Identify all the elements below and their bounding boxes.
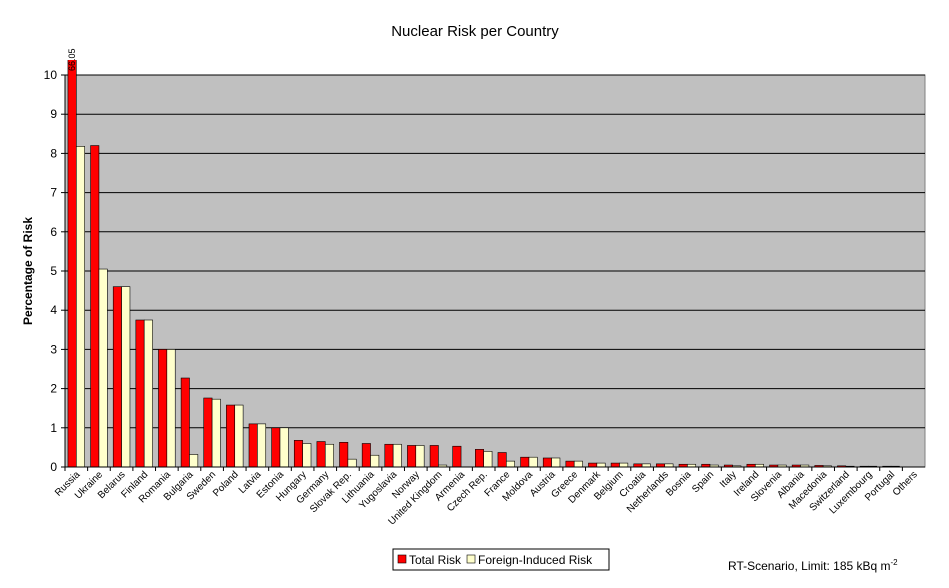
bar xyxy=(180,377,190,468)
bar xyxy=(497,452,507,468)
y-tick-label: 7 xyxy=(50,186,57,200)
annotation-text: RT-Scenario, Limit: 185 kBq m xyxy=(728,559,891,573)
bar xyxy=(257,423,267,468)
x-tick-label: Others xyxy=(891,469,920,498)
y-tick-label: 4 xyxy=(50,303,57,317)
y-tick-label: 3 xyxy=(50,342,57,356)
bar xyxy=(475,449,484,468)
bar xyxy=(347,458,357,468)
bar xyxy=(384,443,394,468)
bar xyxy=(271,427,281,468)
bar xyxy=(610,462,620,468)
y-tick-label: 2 xyxy=(50,382,57,396)
bars xyxy=(67,60,900,468)
y-axis-label: Percentage of Risk xyxy=(21,217,35,325)
bar xyxy=(429,445,439,468)
bar xyxy=(166,349,176,468)
legend-swatch xyxy=(466,554,476,564)
bar xyxy=(293,440,303,468)
bar xyxy=(248,423,258,468)
annotation-superscript: -2 xyxy=(891,558,899,567)
bar xyxy=(506,460,515,468)
y-tick-label: 0 xyxy=(50,460,57,474)
bar xyxy=(135,319,145,468)
bar xyxy=(542,457,552,468)
bar xyxy=(573,460,583,468)
bar xyxy=(520,456,530,468)
bar xyxy=(316,441,326,468)
bar xyxy=(392,443,402,468)
bar xyxy=(588,462,598,468)
bar xyxy=(112,286,122,468)
bar xyxy=(415,445,425,468)
bar xyxy=(143,319,153,468)
annotation: RT-Scenario, Limit: 185 kBq m-2 xyxy=(728,558,898,573)
bar xyxy=(90,145,100,468)
y-tick-label: 10 xyxy=(44,68,58,82)
value-label: 66.05 xyxy=(67,48,77,71)
bar xyxy=(189,454,199,468)
bar xyxy=(452,445,462,468)
bar xyxy=(370,454,380,468)
y-tick-label: 8 xyxy=(50,146,57,160)
y-tick-label: 6 xyxy=(50,225,57,239)
bar xyxy=(596,462,606,468)
bar xyxy=(302,443,312,468)
bar xyxy=(211,398,221,468)
bar xyxy=(339,442,349,468)
legend-swatch xyxy=(397,554,407,564)
bar xyxy=(361,443,371,468)
bar xyxy=(619,462,629,468)
x-tick-label: Spain xyxy=(690,469,716,495)
x-tick-label: Poland xyxy=(211,469,241,499)
legend-box xyxy=(392,548,610,571)
y-tick-label: 5 xyxy=(50,264,57,278)
bar xyxy=(121,286,131,468)
bar xyxy=(528,456,538,468)
y-tick-label: 9 xyxy=(50,107,57,121)
chart-title: Nuclear Risk per Country xyxy=(391,23,559,40)
bar xyxy=(551,457,561,468)
legend-label: Foreign-Induced Risk xyxy=(478,553,593,567)
bar xyxy=(226,404,236,468)
bar xyxy=(158,349,168,468)
legend-label: Total Risk xyxy=(409,553,462,567)
bar xyxy=(407,445,417,468)
bar xyxy=(279,427,289,468)
bar xyxy=(483,451,493,468)
bar xyxy=(565,460,575,468)
bar xyxy=(98,268,108,468)
legend: Total Risk Foreign-Induced Risk xyxy=(392,548,610,571)
bar xyxy=(76,146,85,468)
bar xyxy=(234,404,244,468)
bar xyxy=(203,397,213,468)
y-tick-label: 1 xyxy=(50,421,57,435)
bar xyxy=(324,443,334,468)
x-tick-label: Bosnia xyxy=(664,469,694,499)
